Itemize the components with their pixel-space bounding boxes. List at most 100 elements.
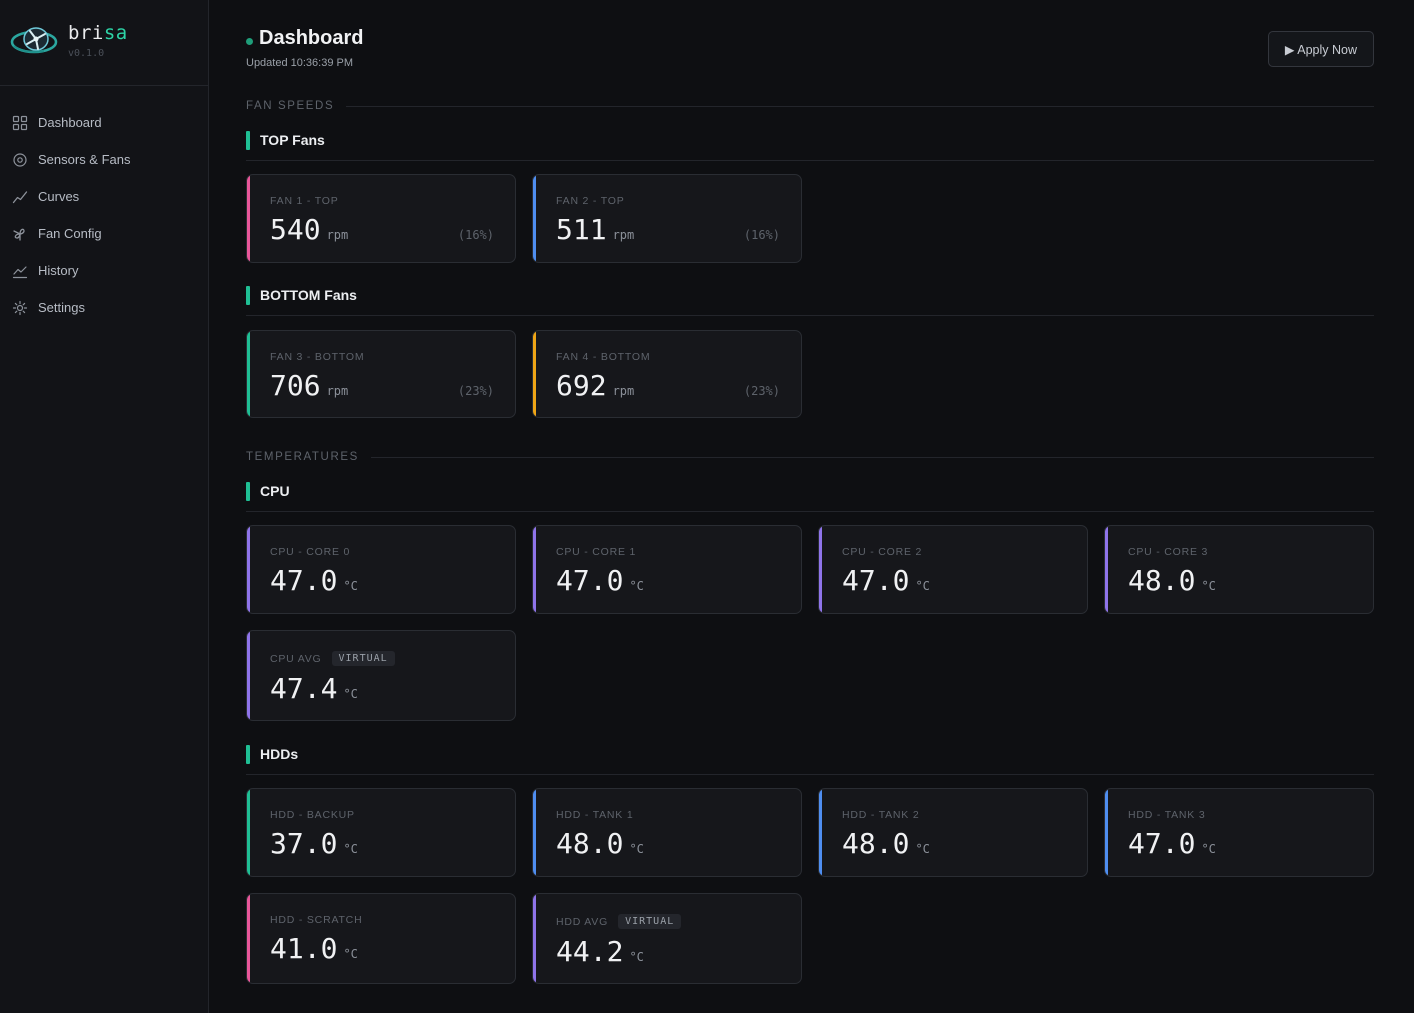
temp-card[interactable]: CPU - CORE 2 47.0 °C [818, 525, 1088, 614]
temp-card[interactable]: HDD - BACKUP 37.0 °C [246, 788, 516, 877]
fan-card[interactable]: FAN 2 - TOP 511 rpm (16%) [532, 174, 802, 263]
card-value-wrap: 47.0 °C [842, 564, 930, 597]
card-accent [533, 789, 536, 876]
sidebar-item-label: Settings [38, 300, 85, 315]
card-value-wrap: 37.0 °C [270, 827, 358, 860]
temp-card-virtual[interactable]: HDD AVG VIRTUAL 44.2 °C [532, 893, 802, 984]
temp-card[interactable]: HDD - TANK 2 48.0 °C [818, 788, 1088, 877]
card-value-wrap: 44.2 °C [556, 935, 644, 968]
section-label-temperatures: TEMPERATURES [246, 451, 1374, 463]
card-value-wrap: 540 rpm [270, 213, 348, 246]
card-unit: °C [343, 687, 358, 701]
curve-icon [12, 190, 28, 203]
sidebar-item-curves[interactable]: Curves [0, 178, 208, 215]
card-value-wrap: 48.0 °C [1128, 564, 1216, 597]
sidebar-item-dashboard[interactable]: Dashboard [0, 104, 208, 141]
card-accent [533, 175, 536, 262]
card-label: HDD AVG [556, 915, 609, 928]
sidebar-item-history[interactable]: History [0, 252, 208, 289]
page-title: Dashboard [246, 27, 363, 50]
group-title: HDDs [260, 746, 299, 762]
sidebar-item-label: Dashboard [38, 115, 102, 130]
card-accent [819, 526, 822, 613]
card-unit: °C [915, 842, 930, 856]
card-value: 47.0 [556, 564, 624, 597]
temp-card[interactable]: HDD - SCRATCH 41.0 °C [246, 893, 516, 984]
card-label: FAN 2 - TOP [556, 195, 625, 207]
virtual-badge: VIRTUAL [618, 914, 682, 929]
status-dot [246, 38, 253, 45]
main-content: Dashboard Updated 10:36:39 PM ▶ Apply No… [246, 0, 1374, 984]
card-label: CPU - CORE 0 [270, 546, 351, 558]
card-value: 692 [556, 369, 607, 402]
card-label: HDD - BACKUP [270, 809, 355, 821]
group-title: BOTTOM Fans [260, 287, 357, 303]
card-unit: °C [629, 579, 644, 593]
temp-card[interactable]: CPU - CORE 1 47.0 °C [532, 525, 802, 614]
card-unit: °C [915, 579, 930, 593]
card-value-wrap: 692 rpm [556, 369, 634, 402]
card-value-wrap: 47.0 °C [1128, 827, 1216, 860]
sidebar-item-sensors-fans[interactable]: Sensors & Fans [0, 141, 208, 178]
group-accent-bar [246, 482, 250, 501]
section-label-fan-speeds: FAN SPEEDS [246, 100, 1374, 112]
sidebar-item-fan-config[interactable]: Fan Config [0, 215, 208, 252]
card-accent [247, 631, 250, 720]
card-accent [1105, 789, 1108, 876]
card-percent: (16%) [743, 228, 780, 242]
card-value: 47.4 [270, 672, 338, 705]
card-accent [533, 526, 536, 613]
virtual-badge: VIRTUAL [331, 651, 395, 666]
gear-icon [12, 300, 28, 315]
card-accent [533, 331, 536, 417]
temp-card[interactable]: HDD - TANK 1 48.0 °C [532, 788, 802, 877]
apply-now-button[interactable]: ▶ Apply Now [1267, 31, 1374, 67]
history-chart-icon [12, 265, 28, 278]
fan-icon [13, 228, 25, 241]
card-label: CPU - CORE 2 [842, 546, 923, 558]
card-accent [247, 331, 250, 417]
card-unit: rpm [612, 384, 635, 398]
group-accent-bar [246, 745, 250, 764]
fan-card[interactable]: FAN 1 - TOP 540 rpm (16%) [246, 174, 516, 263]
card-percent: (16%) [457, 228, 494, 242]
fan-card[interactable]: FAN 4 - BOTTOM 692 rpm (23%) [532, 330, 802, 418]
card-unit: °C [1201, 579, 1216, 593]
card-unit: rpm [612, 228, 635, 242]
card-label: HDD - SCRATCH [270, 914, 363, 926]
sidebar-item-settings[interactable]: Settings [0, 289, 208, 326]
card-label: FAN 1 - TOP [270, 195, 339, 207]
page-title-text: Dashboard [259, 27, 364, 49]
sensor-icon [13, 152, 27, 167]
card-accent [247, 526, 250, 613]
app-version: v0.1.0 [68, 48, 105, 59]
card-value-wrap: 48.0 °C [556, 827, 644, 860]
card-value: 37.0 [270, 827, 338, 860]
temp-card[interactable]: HDD - TANK 3 47.0 °C [1104, 788, 1374, 877]
card-percent: (23%) [743, 384, 780, 398]
card-value-wrap: 47.0 °C [556, 564, 644, 597]
card-value: 44.2 [556, 935, 624, 968]
card-value-wrap: 47.0 °C [270, 564, 358, 597]
temp-card[interactable]: CPU - CORE 3 48.0 °C [1104, 525, 1374, 614]
group-accent-bar [246, 131, 250, 150]
card-unit: °C [343, 579, 358, 593]
sidebar-item-label: Fan Config [38, 226, 102, 241]
group-header-cpu: CPU [246, 482, 1374, 512]
card-label: FAN 3 - BOTTOM [270, 351, 365, 363]
card-value: 47.0 [270, 564, 338, 597]
card-label: CPU - CORE 3 [1128, 546, 1209, 558]
group-header-top-fans: TOP Fans [246, 131, 1374, 161]
sidebar-item-label: Curves [38, 189, 80, 204]
temp-card-virtual[interactable]: CPU AVG VIRTUAL 47.4 °C [246, 630, 516, 721]
fan-card[interactable]: FAN 3 - BOTTOM 706 rpm (23%) [246, 330, 516, 418]
app-name-part-2: sa [103, 22, 128, 44]
card-percent: (23%) [457, 384, 494, 398]
card-value: 48.0 [556, 827, 624, 860]
card-unit: °C [629, 842, 644, 856]
group-title: TOP Fans [260, 132, 325, 148]
section-divider [370, 456, 1374, 458]
sidebar-nav: Dashboard Sensors & Fans Curves Fan Conf… [0, 104, 208, 326]
section-label-text: FAN SPEEDS [246, 100, 335, 112]
temp-card[interactable]: CPU - CORE 0 47.0 °C [246, 525, 516, 614]
